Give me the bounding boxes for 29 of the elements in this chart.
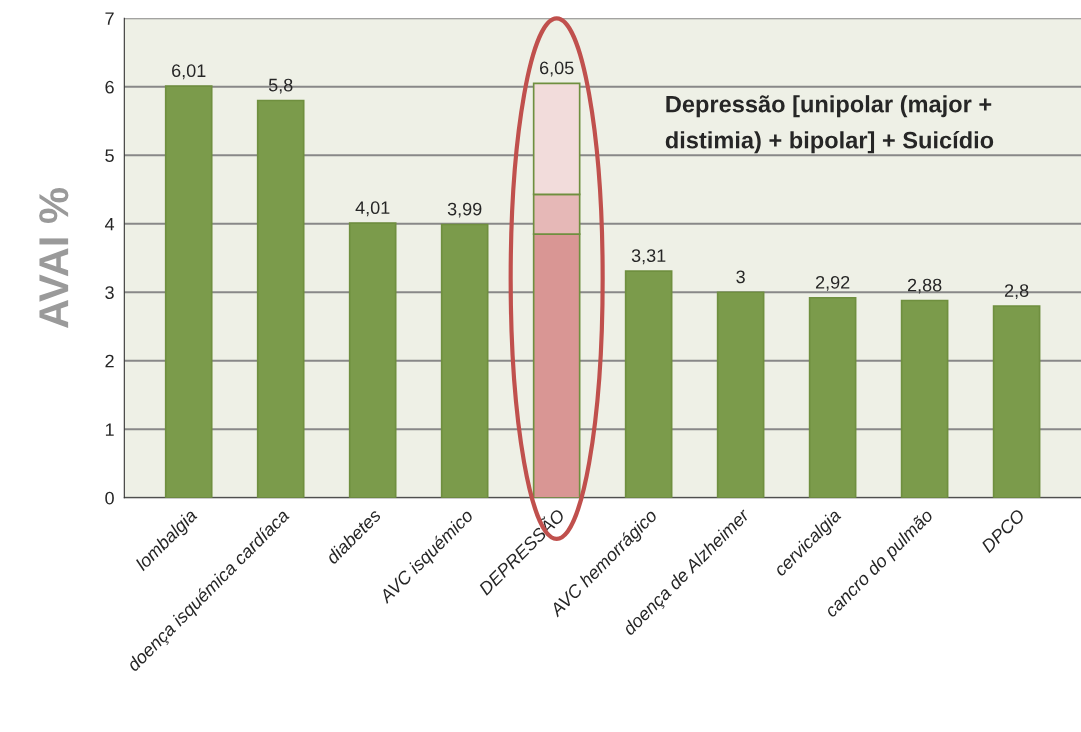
y-tick-label: 7 (105, 12, 114, 25)
total-label: 5,8 (268, 78, 293, 94)
total-label: 6,05 (540, 61, 574, 77)
total-label: 2,92 (815, 275, 850, 291)
total-label: 3,31 (631, 249, 666, 265)
bar (164, 85, 213, 498)
total-label: 3,99 (447, 202, 482, 218)
y-axis-title: AVAI % (39, 188, 69, 329)
y-tick-label: 6 (105, 80, 114, 94)
total-label: 3 (736, 270, 745, 284)
bar (900, 299, 949, 498)
total-label: 2,8 (1004, 284, 1029, 300)
y-tick-label: 3 (105, 286, 114, 299)
total-label: 2,88 (907, 278, 942, 294)
bar (440, 223, 489, 498)
total-label: 6,01 (172, 64, 206, 80)
annotation: Depressão [unipolar (major + distimia) + bipolar] + Suicídio (665, 95, 994, 154)
bar (348, 222, 397, 498)
bar (992, 305, 1041, 498)
bar (716, 291, 765, 498)
bar (256, 99, 305, 498)
y-tick-label: 1 (105, 423, 114, 436)
y-tick-label: 5 (105, 149, 114, 163)
total-label: 4,01 (355, 201, 390, 217)
bar (624, 270, 673, 498)
bar (808, 296, 857, 498)
y-tick-label: 2 (105, 354, 114, 368)
y-tick-label: 4 (104, 217, 115, 231)
y-tick-label: 0 (105, 491, 114, 505)
